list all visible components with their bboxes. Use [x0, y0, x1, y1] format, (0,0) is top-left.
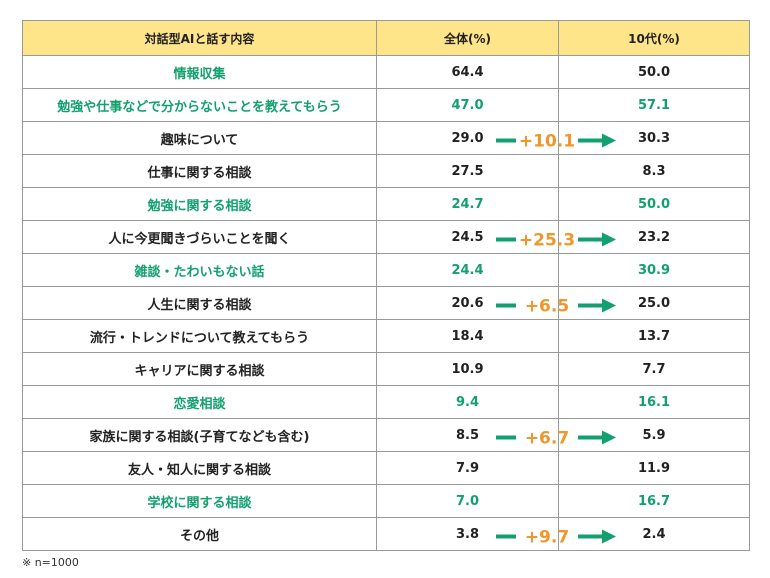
row-label: 流行・トレンドについて教えてもらう — [22, 319, 377, 353]
table-row: 情報収集 64.4 50.0 — [22, 55, 750, 89]
table-row: 雑談・たわいもない話 24.4 30.9 — [22, 253, 750, 287]
value-all: 24.5 — [376, 220, 559, 254]
row-label: 情報収集 — [22, 55, 377, 89]
table-row: 勉強や仕事などで分からないことを教えてもらう 47.0 57.1 — [22, 88, 750, 122]
value-teen: 8.3 — [558, 154, 750, 188]
value-all: 3.8 — [376, 517, 559, 551]
table-row: 恋愛相談 9.4 16.1 — [22, 385, 750, 419]
header-row: 対話型AIと話す内容 全体(%) 10代(%) — [22, 20, 750, 56]
value-all: 10.9 — [376, 352, 559, 386]
value-all: 64.4 — [376, 55, 559, 89]
header-all: 全体(%) — [376, 20, 559, 56]
header-teen: 10代(%) — [558, 20, 750, 56]
sample-size-note: ※ n=1000 — [22, 556, 79, 569]
table-row: その他 3.8 2.4 — [22, 517, 750, 551]
row-label: 雑談・たわいもない話 — [22, 253, 377, 287]
row-label: 恋愛相談 — [22, 385, 377, 419]
row-label: 人生に関する相談 — [22, 286, 377, 320]
value-teen: 11.9 — [558, 451, 750, 485]
table-row: 家族に関する相談(子育てなども含む) 8.5 5.9 — [22, 418, 750, 452]
table-row: 人に今更聞きづらいことを聞く 24.5 23.2 — [22, 220, 750, 254]
value-teen: 7.7 — [558, 352, 750, 386]
value-teen: 25.0 — [558, 286, 750, 320]
table-row: 勉強に関する相談 24.7 50.0 — [22, 187, 750, 221]
value-teen: 2.4 — [558, 517, 750, 551]
row-label: 趣味について — [22, 121, 377, 155]
value-teen: 57.1 — [558, 88, 750, 122]
value-all: 18.4 — [376, 319, 559, 353]
row-label: 仕事に関する相談 — [22, 154, 377, 188]
table-row: 趣味について 29.0 30.3 — [22, 121, 750, 155]
row-label: 学校に関する相談 — [22, 484, 377, 518]
value-all: 24.7 — [376, 187, 559, 221]
value-all: 7.9 — [376, 451, 559, 485]
row-label: その他 — [22, 517, 377, 551]
table-row: 仕事に関する相談 27.5 8.3 — [22, 154, 750, 188]
value-teen: 50.0 — [558, 187, 750, 221]
value-teen: 23.2 — [558, 220, 750, 254]
row-label: 勉強や仕事などで分からないことを教えてもらう — [22, 88, 377, 122]
row-label: 勉強に関する相談 — [22, 187, 377, 221]
value-all: 8.5 — [376, 418, 559, 452]
value-teen: 16.7 — [558, 484, 750, 518]
value-all: 27.5 — [376, 154, 559, 188]
value-all: 20.6 — [376, 286, 559, 320]
table-row: 人生に関する相談 20.6 25.0 — [22, 286, 750, 320]
header-topic: 対話型AIと話す内容 — [22, 20, 377, 56]
results-table: 対話型AIと話す内容 全体(%) 10代(%) 情報収集 64.4 50.0 勉強や仕… — [22, 20, 750, 551]
row-label: キャリアに関する相談 — [22, 352, 377, 386]
value-teen: 50.0 — [558, 55, 750, 89]
row-label: 家族に関する相談(子育てなども含む) — [22, 418, 377, 452]
value-all: 47.0 — [376, 88, 559, 122]
table-row: キャリアに関する相談 10.9 7.7 — [22, 352, 750, 386]
value-teen: 13.7 — [558, 319, 750, 353]
value-teen: 30.9 — [558, 253, 750, 287]
row-label: 友人・知人に関する相談 — [22, 451, 377, 485]
value-teen: 5.9 — [558, 418, 750, 452]
table-row: 友人・知人に関する相談 7.9 11.9 — [22, 451, 750, 485]
value-teen: 16.1 — [558, 385, 750, 419]
value-all: 29.0 — [376, 121, 559, 155]
value-teen: 30.3 — [558, 121, 750, 155]
table-row: 学校に関する相談 7.0 16.7 — [22, 484, 750, 518]
row-label: 人に今更聞きづらいことを聞く — [22, 220, 377, 254]
table-body: 情報収集 64.4 50.0 勉強や仕事などで分からないことを教えてもらう 47.0 57… — [22, 55, 750, 551]
value-all: 24.4 — [376, 253, 559, 287]
table-row: 流行・トレンドについて教えてもらう 18.4 13.7 — [22, 319, 750, 353]
value-all: 9.4 — [376, 385, 559, 419]
value-all: 7.0 — [376, 484, 559, 518]
